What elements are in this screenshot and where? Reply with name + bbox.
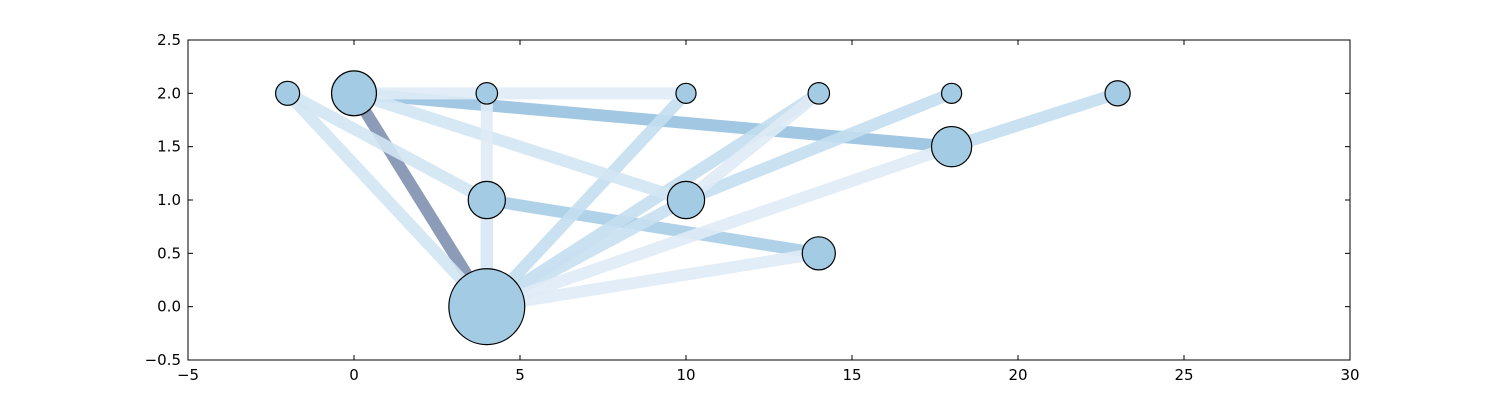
node-n10 (801, 236, 836, 271)
edge-n3-n11 (482, 89, 691, 311)
y-tick-label: 0.0 (157, 298, 181, 316)
node-n7 (930, 125, 973, 168)
edge-n0-n11 (283, 89, 492, 311)
y-tick-label: 2.5 (157, 31, 181, 49)
y-tick-label: 0.5 (157, 244, 181, 262)
y-tick-label: 2.0 (157, 84, 181, 102)
nodes-layer (275, 70, 1131, 346)
x-tick-label: 20 (1008, 366, 1027, 384)
edge-n7-n11 (484, 140, 954, 313)
node-n1 (330, 70, 378, 117)
edge-n6-n7 (949, 87, 1120, 153)
x-tick-label: −5 (177, 366, 199, 384)
edge-n8-n10 (485, 194, 820, 260)
x-tick-label: 10 (676, 366, 695, 384)
x-tick-label: 30 (1340, 366, 1359, 384)
y-axis: −0.5 0.0 0.5 1.0 1.5 2.0 2.5 (145, 31, 1350, 369)
node-n9 (666, 180, 706, 220)
y-tick-label: 1.5 (157, 138, 181, 156)
y-tick-label: 1.0 (157, 191, 181, 209)
edge-n5-n9 (683, 87, 954, 206)
node-n4 (807, 82, 831, 105)
x-axis: −5 0 5 10 15 20 25 30 (177, 40, 1360, 384)
edge-n1-n9 (352, 87, 688, 206)
edge-n0-n8 (284, 88, 490, 206)
x-tick-label: 0 (349, 366, 359, 384)
node-n0 (275, 80, 301, 106)
edge-n10-n11 (485, 247, 820, 313)
x-tick-label: 25 (1174, 366, 1193, 384)
x-tick-label: 5 (515, 366, 525, 384)
node-n11 (448, 268, 526, 346)
node-n2 (475, 82, 499, 105)
x-tick-label: 15 (842, 366, 861, 384)
edge-n4-n9 (682, 88, 823, 205)
y-tick-label: −0.5 (145, 351, 181, 369)
node-n8 (467, 180, 506, 220)
node-n3 (675, 82, 697, 104)
edge-n1-n11 (348, 90, 492, 310)
node-n5 (940, 82, 963, 104)
node-n6 (1104, 80, 1131, 107)
